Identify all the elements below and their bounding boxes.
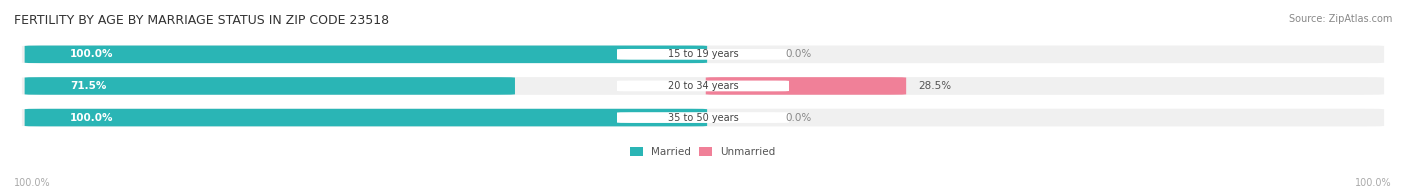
FancyBboxPatch shape — [22, 77, 1384, 95]
FancyBboxPatch shape — [25, 77, 515, 95]
Text: 100.0%: 100.0% — [70, 113, 114, 122]
Text: 28.5%: 28.5% — [918, 81, 952, 91]
Text: 15 to 19 years: 15 to 19 years — [668, 49, 738, 59]
FancyBboxPatch shape — [617, 112, 789, 123]
Legend: Married, Unmarried: Married, Unmarried — [626, 143, 780, 161]
Text: Source: ZipAtlas.com: Source: ZipAtlas.com — [1288, 14, 1392, 24]
FancyBboxPatch shape — [706, 77, 905, 95]
Text: 20 to 34 years: 20 to 34 years — [668, 81, 738, 91]
FancyBboxPatch shape — [617, 49, 789, 60]
FancyBboxPatch shape — [25, 45, 707, 63]
FancyBboxPatch shape — [25, 109, 707, 126]
Text: 71.5%: 71.5% — [70, 81, 107, 91]
Text: 100.0%: 100.0% — [70, 49, 114, 59]
Text: 0.0%: 0.0% — [786, 49, 811, 59]
FancyBboxPatch shape — [22, 109, 1384, 126]
Text: 35 to 50 years: 35 to 50 years — [668, 113, 738, 122]
Text: FERTILITY BY AGE BY MARRIAGE STATUS IN ZIP CODE 23518: FERTILITY BY AGE BY MARRIAGE STATUS IN Z… — [14, 14, 389, 27]
Text: 100.0%: 100.0% — [1355, 178, 1392, 188]
FancyBboxPatch shape — [617, 81, 789, 91]
Text: 100.0%: 100.0% — [14, 178, 51, 188]
FancyBboxPatch shape — [22, 45, 1384, 63]
Text: 0.0%: 0.0% — [786, 113, 811, 122]
